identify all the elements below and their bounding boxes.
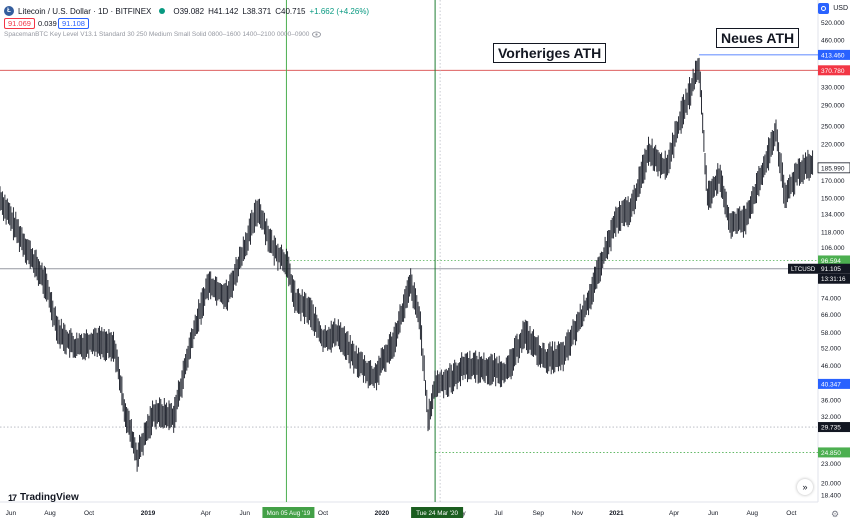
countdown-badge: [818, 273, 850, 284]
market-status-icon: [159, 8, 166, 14]
price-tick-label: 66.000: [821, 312, 841, 319]
price-tick-label: 106.000: [821, 245, 845, 252]
price-tick-label: 118.000: [821, 230, 844, 237]
time-tick-label: Jul: [494, 510, 503, 517]
time-tick-label: Apr: [201, 510, 212, 517]
time-tick-label: Aug: [746, 510, 758, 517]
symbol-tag-label: LTCUSD: [791, 266, 816, 273]
currency-label: USD: [833, 5, 848, 12]
time-tick-label: 2019: [141, 510, 156, 517]
chevron-right-icon: »: [802, 482, 808, 492]
symbol-tag-badge: [788, 263, 818, 274]
price-tick-label: 20.000: [821, 481, 841, 488]
price-axis-badge: [818, 49, 850, 60]
price-axis-badge: [817, 162, 850, 174]
currency-selector[interactable]: USD: [818, 3, 848, 14]
ohlc-change: +1.662 (+4.26%): [309, 6, 370, 16]
price-tick-label: 290.000: [821, 103, 845, 110]
price-axis-badge: [818, 65, 850, 76]
price-tick-label: 52.000: [821, 346, 841, 353]
time-tick-label: Oct: [318, 510, 328, 517]
price-tick-label: 18.400: [821, 492, 841, 499]
price-tick-label: 330.000: [821, 84, 845, 91]
price-axis-badge-label: 413.460: [821, 52, 845, 59]
annotation-previous-ath[interactable]: Vorheriges ATH: [493, 43, 607, 63]
time-tick-label: Aug: [44, 510, 56, 517]
settings-icon[interactable]: [818, 3, 830, 14]
tradingview-icon: 17: [8, 492, 17, 503]
price-tick-label: 250.000: [821, 124, 845, 131]
price-axis-badge-label: 40.347: [821, 381, 841, 388]
date-marker-label: Mon 05 Aug '19: [267, 510, 311, 517]
price-axis-badge-label: 96.594: [821, 258, 841, 265]
price-tick-label: 170.000: [821, 178, 845, 185]
price-axis-badge: [818, 422, 850, 433]
price-axis-badge: [818, 378, 850, 389]
price-axis-badge: [818, 255, 850, 266]
price-tick-label: 134.000: [821, 212, 845, 219]
ohlc-low: L38.371: [242, 6, 272, 16]
scroll-to-realtime-button[interactable]: »: [797, 479, 813, 495]
date-marker-badge: [262, 507, 315, 518]
annotation-new-ath[interactable]: Neues ATH: [716, 28, 800, 48]
price-tick-label: 36.000: [821, 398, 841, 405]
time-tick-label: Nov: [572, 510, 584, 517]
tradingview-wordmark: TradingView: [20, 492, 79, 503]
date-marker-label: Tue 24 Mar '20: [416, 510, 458, 517]
eye-icon[interactable]: [312, 31, 322, 38]
price-axis-badge-label: 91.105: [821, 266, 841, 273]
time-tick-label: Apr: [669, 510, 680, 517]
price-tick-label: 32.000: [821, 414, 841, 421]
ask-price[interactable]: 91.108: [58, 18, 89, 29]
ohlc-close: C40.715: [275, 6, 306, 16]
litecoin-icon: Ł: [4, 6, 14, 16]
price-tick-label: 46.000: [821, 363, 841, 370]
time-tick-label: Jun: [240, 510, 251, 517]
bid-price[interactable]: 91.069: [4, 18, 35, 29]
spread-value: 0.039: [38, 19, 57, 28]
price-series-bars: [0, 57, 814, 472]
price-tick-label: 460.000: [821, 37, 845, 44]
time-tick-label: 2020: [375, 510, 390, 517]
symbol-title[interactable]: Litecoin / U.S. Dollar · 1D · BITFINEX: [18, 6, 152, 16]
price-tick-label: 58.000: [821, 330, 841, 337]
price-axis-badge-label: 24.850: [821, 450, 841, 457]
price-tick-label: 74.000: [821, 296, 841, 303]
price-axis-badge: [818, 447, 850, 458]
time-tick-label: Oct: [786, 510, 796, 517]
price-axis-badge-label: 185.990: [821, 165, 845, 172]
time-tick-label: 2021: [609, 510, 624, 517]
symbol-header[interactable]: Ł Litecoin / U.S. Dollar · 1D · BITFINEX…: [4, 4, 369, 18]
price-axis-badge: [818, 263, 850, 274]
time-tick-label: Jun: [708, 510, 719, 517]
time-tick-label: Oct: [84, 510, 94, 517]
indicator-title: SpacemanBTC Key Level V13.1 Standard 30 …: [4, 31, 310, 38]
date-marker-badge: [411, 507, 464, 518]
ohlc-high: H41.142: [208, 6, 239, 16]
price-tick-label: 520.000: [821, 20, 845, 27]
ohlc-open: O39.082: [173, 6, 205, 16]
price-axis-badge-label: 370.780: [821, 68, 845, 75]
indicator-legend[interactable]: SpacemanBTC Key Level V13.1 Standard 30 …: [4, 31, 322, 38]
chart-settings-icon[interactable]: ⚙: [831, 509, 840, 519]
countdown-label: 13:31:16: [821, 276, 846, 283]
time-tick-label: Jun: [6, 510, 17, 517]
price-axis-badge-label: 29.735: [821, 425, 841, 432]
time-tick-label: Sep: [532, 510, 544, 517]
price-tick-label: 23.000: [821, 461, 841, 468]
price-tick-label: 220.000: [821, 142, 845, 149]
price-tick-label: 150.000: [821, 196, 845, 203]
tradingview-logo: 17 TradingView: [8, 492, 79, 503]
